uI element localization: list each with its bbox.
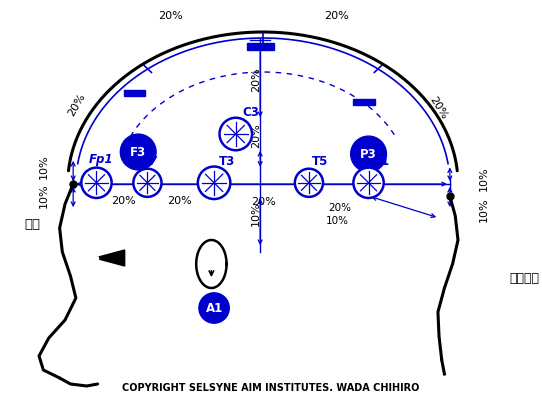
Ellipse shape: [120, 134, 156, 170]
Text: A1: A1: [205, 302, 223, 314]
FancyBboxPatch shape: [353, 99, 375, 105]
Text: 20%: 20%: [251, 68, 261, 92]
Ellipse shape: [199, 293, 229, 323]
Text: 20%: 20%: [158, 11, 183, 21]
Text: 10%: 10%: [251, 202, 261, 226]
Ellipse shape: [295, 169, 323, 197]
Ellipse shape: [198, 166, 230, 199]
Text: 20%: 20%: [167, 196, 192, 206]
Polygon shape: [95, 250, 125, 266]
Text: F7: F7: [142, 154, 158, 168]
Ellipse shape: [81, 168, 112, 198]
Ellipse shape: [353, 168, 384, 198]
Ellipse shape: [220, 118, 252, 150]
Text: 鼻根: 鼻根: [24, 218, 41, 230]
Text: 10%: 10%: [479, 166, 488, 191]
FancyBboxPatch shape: [124, 90, 145, 96]
Text: C3: C3: [242, 106, 259, 119]
Text: 20%: 20%: [328, 203, 351, 213]
Text: 20%: 20%: [67, 92, 87, 118]
Text: 20%: 20%: [251, 124, 261, 148]
FancyBboxPatch shape: [247, 43, 274, 50]
Text: 10%: 10%: [326, 216, 349, 226]
Text: 10%: 10%: [479, 198, 488, 222]
Text: 20%: 20%: [427, 95, 449, 121]
Text: F3: F3: [130, 146, 146, 158]
Text: T5: T5: [312, 155, 328, 168]
Ellipse shape: [351, 136, 386, 172]
Text: 20%: 20%: [324, 11, 349, 21]
Text: 10%: 10%: [39, 154, 49, 179]
Text: Fp1: Fp1: [88, 153, 113, 166]
Text: COPYRIGHT SELSYNE AIM INSTITUTES. WADA CHIHIRO: COPYRIGHT SELSYNE AIM INSTITUTES. WADA C…: [122, 383, 420, 393]
Ellipse shape: [133, 169, 162, 197]
Text: 後頭結節: 後頭結節: [509, 272, 539, 284]
Text: 20%: 20%: [251, 197, 276, 207]
Text: P3: P3: [360, 148, 377, 160]
Text: 20%: 20%: [111, 196, 136, 206]
Text: T3: T3: [218, 154, 235, 168]
Text: 10%: 10%: [39, 184, 49, 208]
Text: O1: O1: [371, 155, 389, 168]
